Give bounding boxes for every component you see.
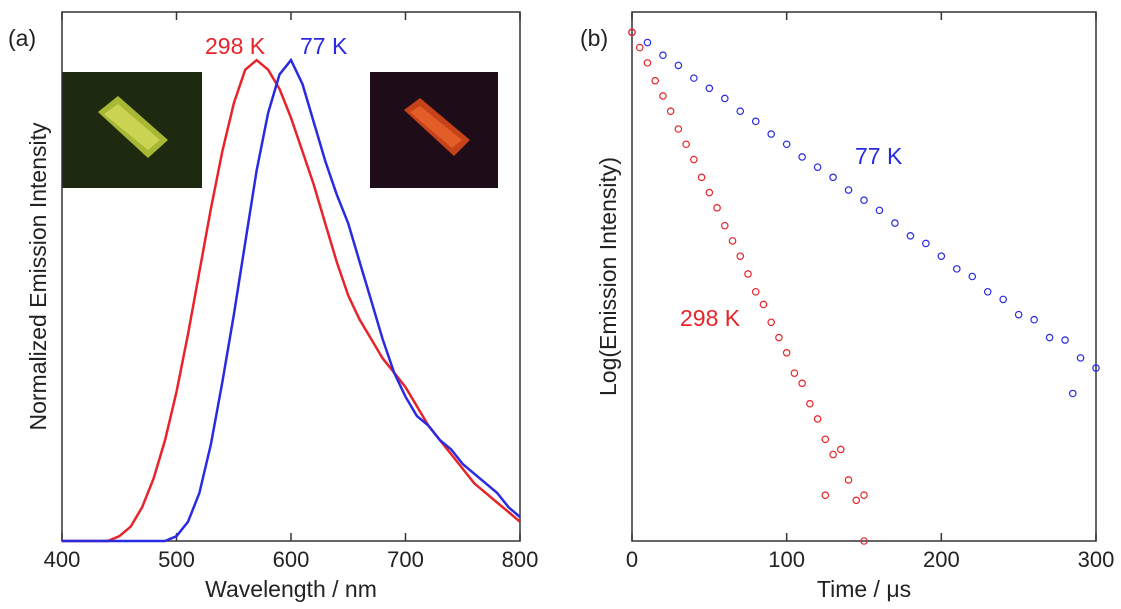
data-point — [1030, 315, 1038, 324]
y-axis-label: Normalized Emission Intensity — [25, 122, 51, 431]
data-point — [813, 163, 822, 171]
data-point — [852, 496, 861, 505]
data-point — [937, 252, 946, 260]
data-point — [844, 186, 853, 194]
data-point — [775, 333, 783, 342]
plot-frame — [631, 11, 1097, 542]
data-point — [674, 61, 683, 70]
data-point — [736, 252, 745, 260]
data-point — [860, 196, 868, 205]
x-tick-label: 700 — [387, 547, 424, 572]
x-tick-label: 400 — [44, 547, 81, 572]
data-point — [751, 117, 760, 126]
data-point — [844, 476, 853, 484]
data-point — [798, 153, 806, 161]
data-point — [1069, 389, 1077, 398]
data-point — [860, 491, 868, 500]
data-point — [643, 59, 652, 67]
data-point — [782, 140, 791, 149]
data-point — [759, 300, 768, 309]
data-point — [628, 28, 636, 37]
data-point — [690, 74, 698, 82]
data-point — [1092, 364, 1100, 372]
inset-photo-77k — [370, 72, 498, 188]
data-point — [643, 38, 652, 47]
data-point — [697, 173, 706, 182]
series-label: 77 K — [855, 143, 903, 169]
x-tick-label: 300 — [1078, 547, 1115, 572]
data-point — [705, 84, 714, 93]
data-point — [790, 369, 799, 377]
data-point — [821, 435, 830, 444]
x-tick-label: 500 — [158, 547, 195, 572]
data-point — [999, 295, 1008, 304]
data-point — [720, 221, 729, 230]
data-point — [682, 140, 690, 149]
x-axis-label: Wavelength / nm — [205, 576, 377, 602]
series-label: 298 K — [680, 305, 741, 331]
data-point — [674, 125, 683, 133]
data-point — [1045, 333, 1054, 342]
data-point — [968, 272, 977, 281]
x-tick-label: 100 — [768, 547, 805, 572]
y-axis-label: Log(Emission Intensity) — [595, 157, 621, 396]
data-point — [767, 130, 776, 138]
series-line — [62, 57, 521, 543]
data-point — [767, 318, 776, 327]
data-point — [720, 94, 729, 103]
data-point — [829, 450, 837, 459]
data-point — [806, 399, 814, 408]
panel-label: (a) — [8, 25, 36, 51]
data-point — [659, 51, 667, 60]
data-point — [798, 379, 806, 388]
series-label: 298 K — [205, 33, 266, 59]
data-point — [813, 415, 822, 423]
data-point — [922, 239, 930, 248]
inset-photo-298k — [62, 72, 202, 188]
data-point — [906, 232, 915, 240]
series-label: 77 K — [300, 33, 348, 59]
data-point — [875, 206, 884, 215]
data-point — [666, 107, 675, 115]
data-point — [751, 287, 760, 296]
data-point — [1076, 354, 1085, 362]
x-tick-label: 0 — [626, 547, 638, 572]
data-point — [635, 43, 644, 52]
data-point — [836, 445, 845, 454]
data-point — [860, 537, 868, 545]
data-point — [821, 491, 830, 500]
panel-label: (b) — [580, 25, 608, 51]
data-point — [705, 188, 714, 197]
x-tick-label: 600 — [273, 547, 310, 572]
x-tick-label: 800 — [502, 547, 539, 572]
data-point — [891, 219, 899, 227]
data-point — [728, 237, 737, 245]
x-axis-label: Time / μs — [817, 576, 911, 602]
data-point — [1014, 310, 1023, 319]
data-point — [952, 265, 961, 273]
data-point — [713, 204, 721, 212]
data-point — [659, 92, 667, 100]
data-point — [651, 76, 660, 85]
data-point — [782, 348, 791, 357]
data-point — [829, 173, 837, 182]
data-point — [1061, 336, 1069, 344]
panel: (b) 0 100 200 300 Time / μs Log(Emission Inten… — [580, 11, 1115, 602]
data-point — [744, 270, 752, 278]
data-point — [736, 107, 745, 115]
panel: (a) 400 500 600 700 800 Wavelength / nm Normali… — [8, 11, 539, 602]
data-point — [690, 155, 698, 164]
x-tick-label: 200 — [923, 547, 960, 572]
data-point — [983, 287, 992, 296]
